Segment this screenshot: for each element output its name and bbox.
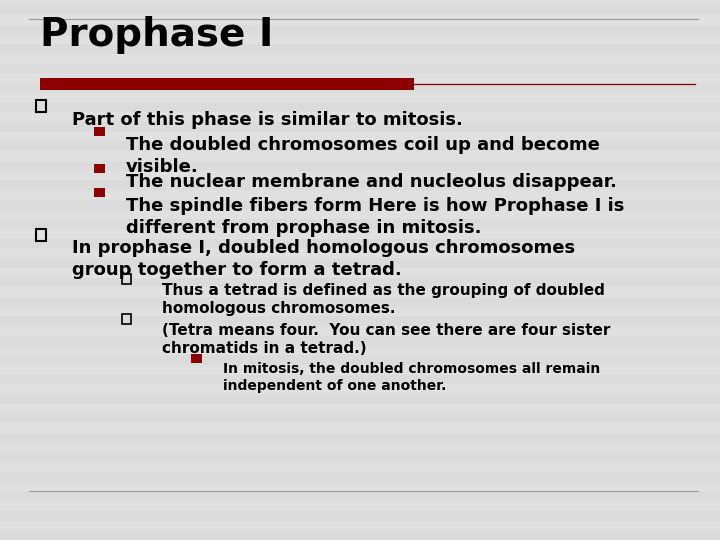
FancyBboxPatch shape [94, 127, 105, 136]
Bar [0, 161, 720, 171]
Bar [0, 297, 720, 307]
Bar [0, 5, 720, 15]
Text: Thus a tetrad is defined as the grouping of doubled
homologous chromosomes.: Thus a tetrad is defined as the grouping… [162, 283, 605, 316]
Bar [0, 336, 720, 346]
Text: In mitosis, the doubled chromosomes all remain
independent of one another.: In mitosis, the doubled chromosomes all … [223, 362, 600, 393]
Bar [0, 491, 720, 501]
Bar [0, 103, 720, 112]
Bar [0, 239, 720, 248]
Text: The nuclear membrane and nucleolus disappear.: The nuclear membrane and nucleolus disap… [126, 173, 617, 191]
Bar [0, 83, 720, 93]
Bar [0, 44, 720, 54]
Bar [0, 219, 720, 229]
FancyBboxPatch shape [191, 354, 202, 363]
Bar [0, 316, 720, 326]
Bar [0, 453, 720, 462]
Text: The doubled chromosomes coil up and become
visible.: The doubled chromosomes coil up and beco… [126, 136, 600, 176]
FancyBboxPatch shape [40, 78, 414, 90]
Bar [0, 258, 720, 268]
Bar [0, 414, 720, 423]
Bar [0, 122, 720, 132]
Bar [0, 278, 720, 287]
Bar [0, 180, 720, 190]
Bar [0, 141, 720, 151]
Text: (Tetra means four.  You can see there are four sister
chromatids in a tetrad.): (Tetra means four. You can see there are… [162, 323, 611, 356]
Bar [0, 394, 720, 404]
Bar [0, 25, 720, 35]
Text: Prophase I: Prophase I [40, 16, 273, 54]
Bar [0, 200, 720, 210]
FancyBboxPatch shape [94, 164, 105, 173]
Bar [0, 433, 720, 443]
Text: In prophase I, doubled homologous chromosomes
group together to form a tetrad.: In prophase I, doubled homologous chromo… [72, 239, 575, 279]
Bar [0, 511, 720, 521]
Bar [0, 355, 720, 365]
Bar [0, 530, 720, 540]
Bar [0, 64, 720, 73]
FancyBboxPatch shape [94, 188, 105, 197]
Bar [0, 375, 720, 384]
Text: The spindle fibers form Here is how Prophase I is
different from prophase in mit: The spindle fibers form Here is how Prop… [126, 197, 624, 237]
Bar [0, 472, 720, 482]
Text: Part of this phase is similar to mitosis.: Part of this phase is similar to mitosis… [72, 111, 463, 129]
